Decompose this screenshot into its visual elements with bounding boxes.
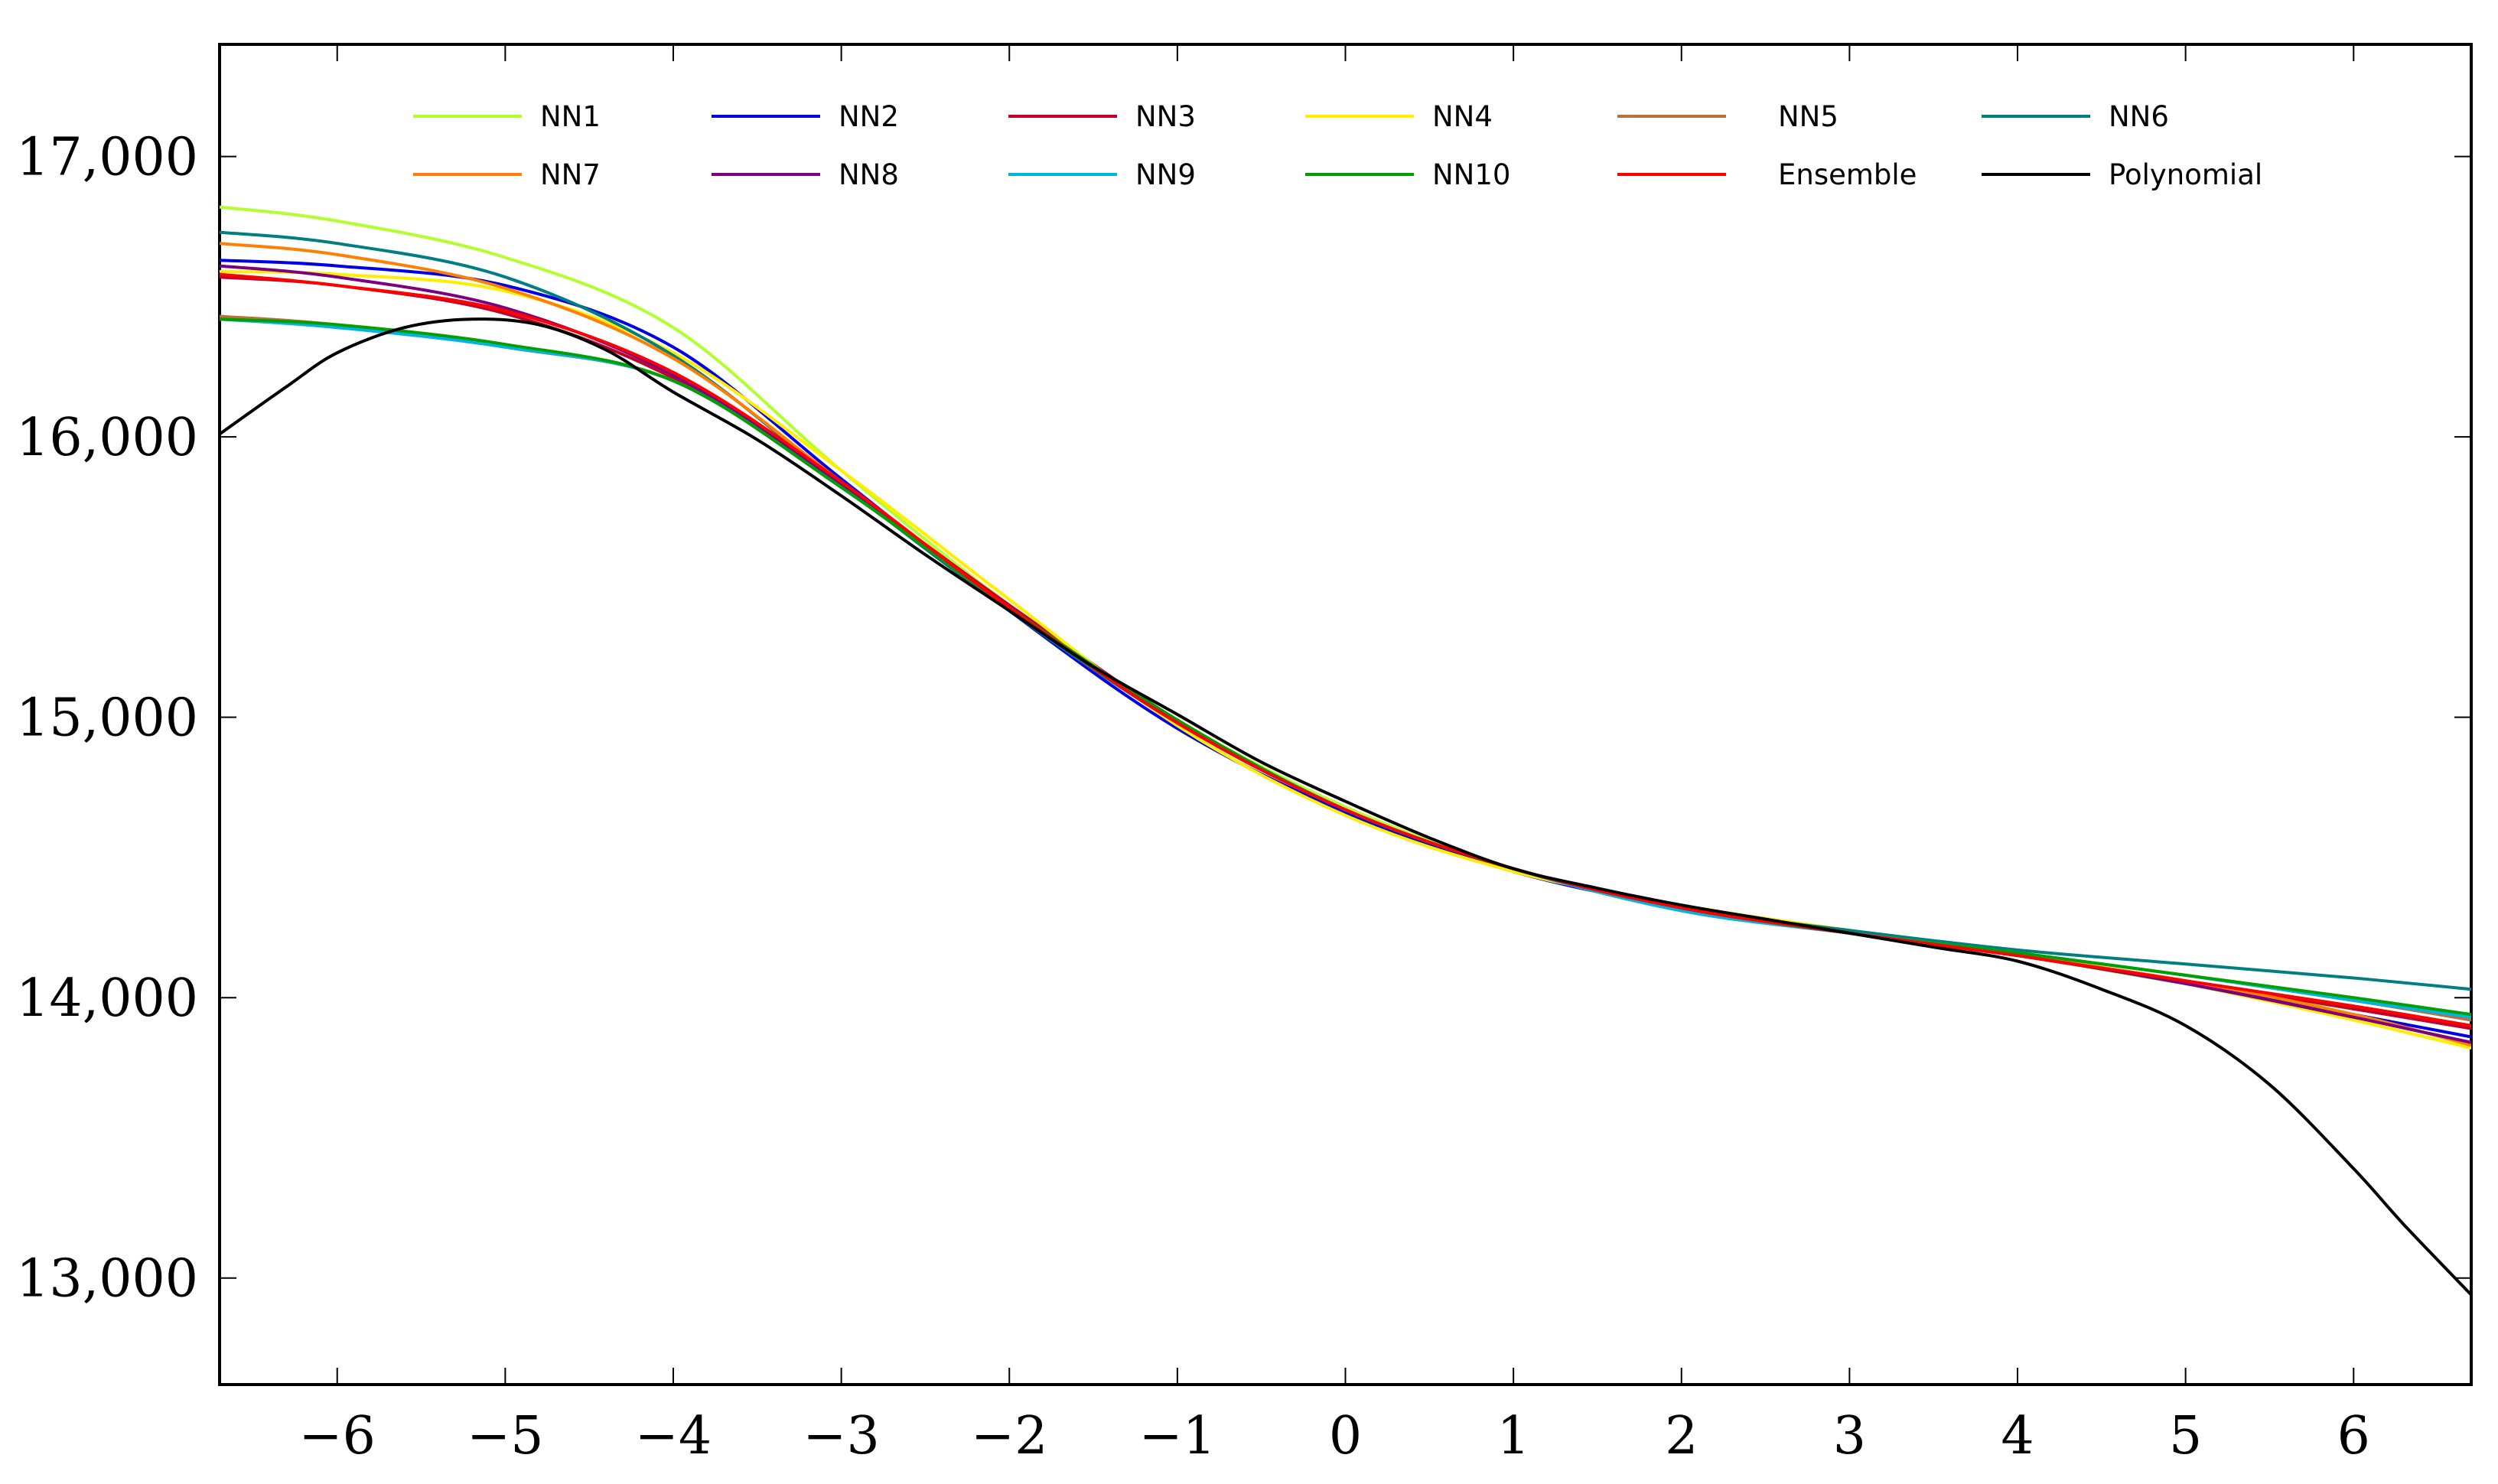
series-line-nn2 [220,259,2471,1039]
axis-ticks: −6 −5 −4 −3 −2 −1 0 1 2 3 4 5 6 13,000 14,000 15,000 16,… [16,44,2471,1466]
y-tick-label: 14,000 [16,968,198,1029]
x-tick-label: 0 [1329,1406,1362,1466]
legend-label-nn7: NN7 [540,158,601,191]
legend: NN1 NN2 NN3 NN4 NN5 NN6 NN7 NN8 NN9 NN10 Ensemble P… [413,100,2262,191]
legend-label-nn3: NN3 [1135,100,1196,133]
legend-label-nn2: NN2 [839,100,899,133]
series-line-nn8 [220,264,2471,1044]
legend-label-nn4: NN4 [1432,100,1493,133]
x-tick-label: −2 [971,1406,1047,1466]
series-line-polynomial [220,317,2471,1297]
x-tick-label: −1 [1139,1406,1216,1466]
legend-label-nn6: NN6 [2109,100,2169,133]
x-tick-label: 1 [1497,1406,1529,1466]
x-tick-label: 2 [1665,1406,1698,1466]
series-line-nn5 [220,314,2471,1022]
y-tick-label: 15,000 [16,688,198,749]
legend-label-polynomial: Polynomial [2109,158,2262,191]
y-tick-label: 17,000 [16,128,198,188]
x-tick-label: 3 [1833,1406,1866,1466]
y-tick-label: 13,000 [16,1249,198,1310]
legend-label-nn9: NN9 [1135,158,1196,191]
series-line-nn3 [220,275,2471,1030]
series-line-nn10 [220,317,2471,1017]
legend-label-nn5: NN5 [1778,100,1838,133]
x-tick-label: −5 [467,1406,543,1466]
x-tick-label: 6 [2337,1406,2370,1466]
x-tick-label: 4 [2001,1406,2034,1466]
series-line-nn6 [220,230,2471,991]
x-tick-label: −6 [299,1406,376,1466]
y-tick-label: 16,000 [16,408,198,468]
series-line-nn4 [220,269,2471,1050]
series-line-nn9 [220,317,2471,1019]
series-line-ensemble [220,272,2471,1027]
series-line-nn7 [220,242,2471,1047]
legend-label-nn10: NN10 [1432,158,1510,191]
legend-label-ensemble: Ensemble [1778,158,1917,191]
legend-label-nn1: NN1 [540,100,601,133]
legend-label-nn8: NN8 [839,158,899,191]
plot-frame [218,43,2473,1386]
x-tick-label: 5 [2169,1406,2202,1466]
x-tick-label: −3 [803,1406,879,1466]
series-lines [220,205,2471,1297]
x-tick-label: −4 [635,1406,712,1466]
